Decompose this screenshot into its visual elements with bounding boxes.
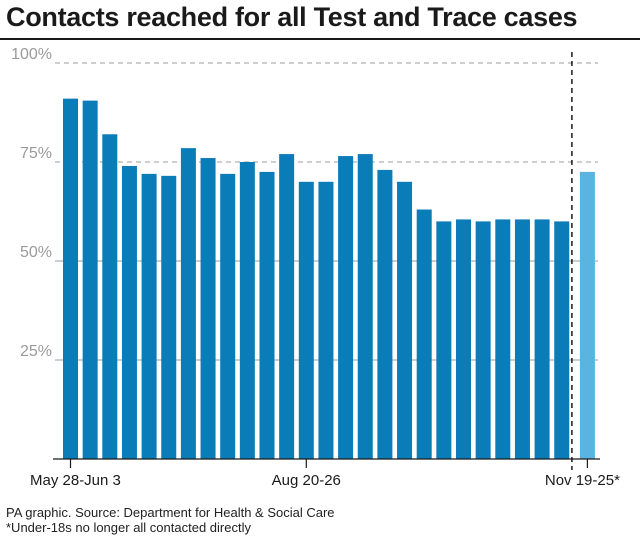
bar-13: [318, 181, 334, 460]
x-tick-label: Aug 20-26: [272, 472, 341, 489]
bar-1: [82, 100, 98, 460]
footnote-text: *Under-18s no longer all contacted direc…: [6, 520, 251, 535]
bar-layer: [63, 98, 595, 460]
bar-17: [397, 181, 413, 460]
bar-20: [456, 219, 471, 459]
source-text: PA graphic. Source: Department for Healt…: [6, 505, 335, 520]
bar-23: [514, 219, 530, 459]
bar-3: [121, 165, 137, 459]
bar-19: [436, 221, 452, 459]
bar-6: [180, 148, 196, 459]
bar-8: [220, 173, 236, 459]
title-rule: [0, 38, 640, 40]
x-tick-label: Nov 19-25*: [545, 472, 620, 489]
bar-14: [338, 156, 354, 459]
x-tick-label: May 28-Jun 3: [30, 472, 121, 489]
chart-title: Contacts reached for all Test and Trace …: [6, 2, 578, 32]
bar-5: [161, 175, 177, 460]
bar-10: [259, 171, 275, 459]
bar-18: [416, 209, 432, 459]
bar-12: [298, 181, 314, 460]
bar-7: [200, 158, 216, 460]
footer: PA graphic. Source: Department for Healt…: [6, 505, 335, 535]
axis-layer: 25% 50% 75% 100% May 28-Jun 3 Aug 20-26 Nov 19…: [11, 46, 620, 489]
y-tick-label: 100%: [11, 46, 52, 63]
bar-11: [279, 154, 295, 459]
bar-22: [495, 219, 511, 459]
bar-4: [141, 173, 157, 459]
bar-24: [534, 219, 550, 459]
bar-9: [239, 162, 255, 459]
bar-26: [579, 171, 595, 459]
y-tick-label: 25%: [20, 343, 52, 360]
bar-21: [475, 221, 491, 459]
bar-25: [554, 221, 570, 459]
y-tick-label: 50%: [20, 244, 52, 261]
bar-16: [377, 169, 393, 460]
bar-2: [102, 134, 118, 459]
bar-0: [63, 98, 78, 459]
bar-15: [357, 154, 373, 459]
y-tick-label: 75%: [20, 145, 52, 162]
